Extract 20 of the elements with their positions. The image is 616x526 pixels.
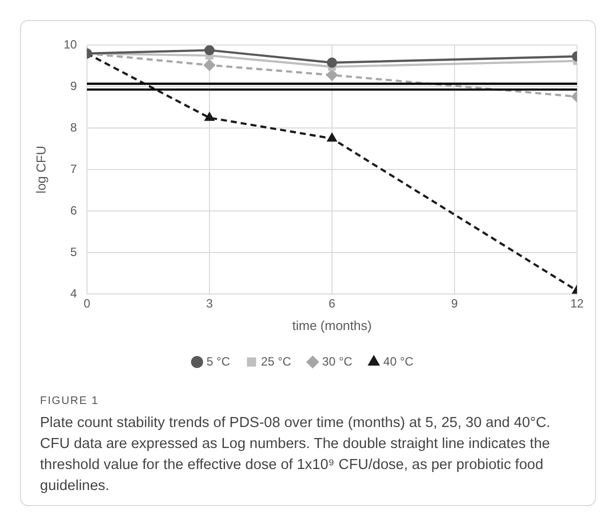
x-axis-title: time (months) (292, 318, 372, 333)
text: Plate count stability trends of PDS-08 over time (months) at 5, 25, 30 and 40°C. CFU data are expressed as Log numbers. The double straight line indicates the threshold value for the effective dose of 1x10⁹ CFU/dose, as per probiotic food guidelines. (40, 414, 552, 496)
y-tick-label: 7 (70, 162, 78, 176)
legend-label: 25 °C (261, 354, 292, 368)
y-tick-label: 8 (70, 120, 78, 134)
y-axis-title: log CFU (33, 146, 48, 194)
y-tick-label: 9 (70, 78, 78, 93)
legend-label: 30 °C (322, 354, 353, 368)
y-tick-label: 5 (70, 244, 78, 259)
y-tick-label: 10 (64, 38, 78, 52)
legend-label: 5 °C (206, 354, 230, 368)
x-tick-label: 0 (84, 296, 91, 311)
x-tick-label: 3 (206, 296, 214, 311)
x-tick-label: 9 (451, 296, 458, 311)
y-tick-label: 6 (70, 203, 78, 218)
x-tick-label: 12 (570, 296, 584, 311)
legend-label: 40 °C (383, 354, 414, 368)
x-tick-label: 6 (328, 296, 336, 311)
y-tick-label: 4 (70, 286, 78, 300)
caption: FIGURE 1 (40, 395, 100, 407)
